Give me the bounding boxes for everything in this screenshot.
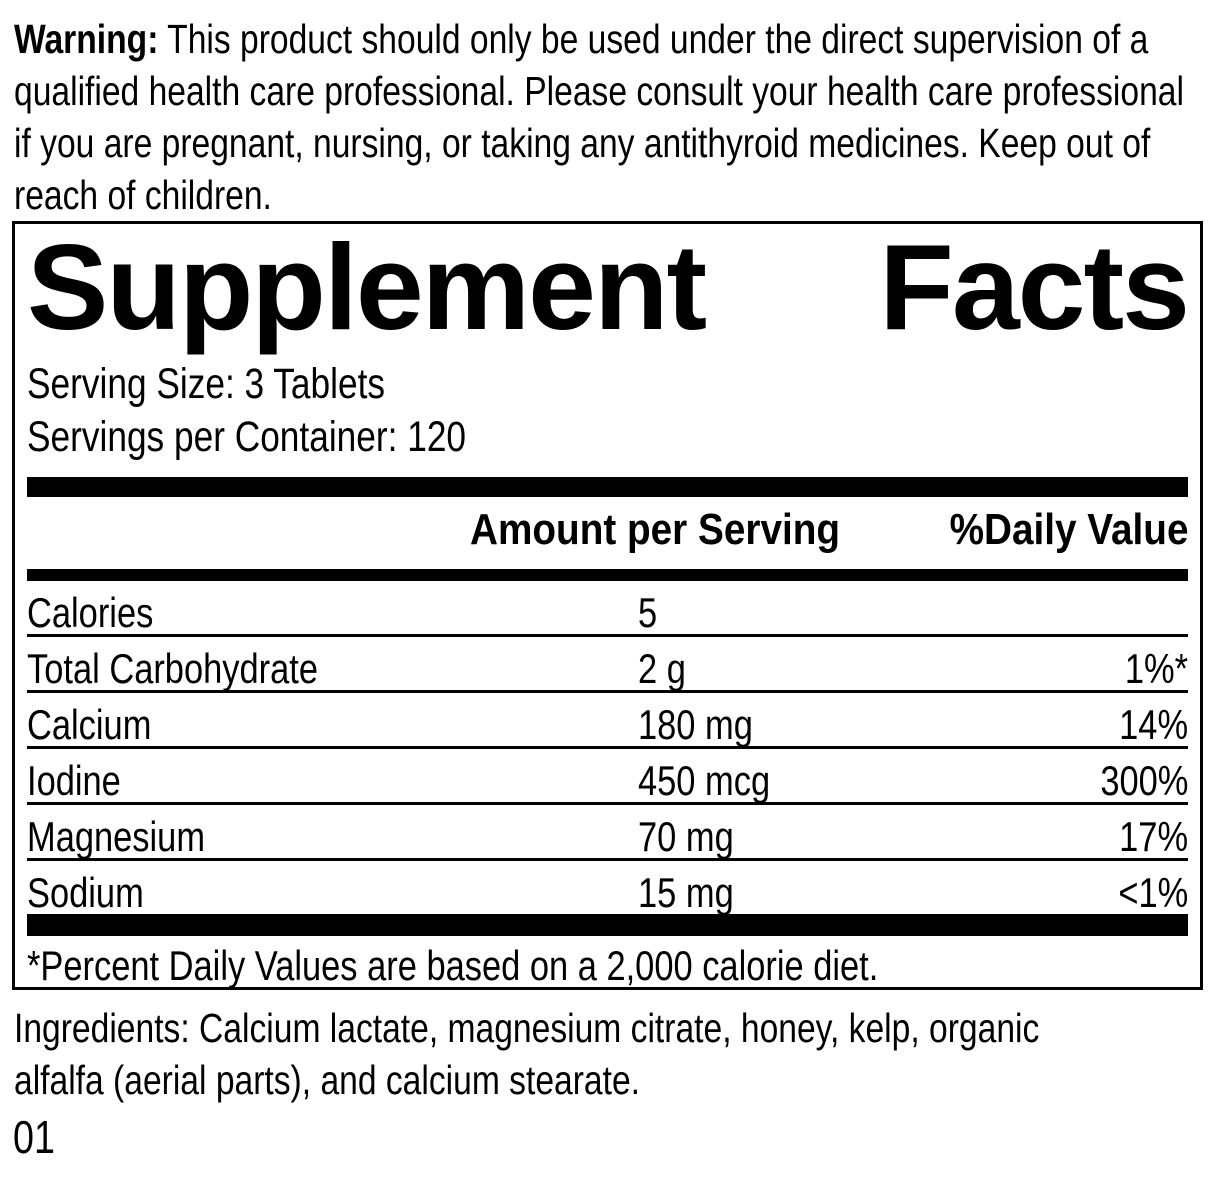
nutrient-daily-value: 14% — [1119, 701, 1188, 748]
table-row: Calcium 180 mg 14% — [27, 693, 1188, 749]
table-row: Iodine 450 mcg 300% — [27, 749, 1188, 805]
nutrient-amount: 70 mg — [638, 813, 734, 860]
supplement-facts-panel: Supplement Facts Serving Size: 3 Tablets… — [12, 221, 1203, 990]
daily-value-footnote-text: *Percent Daily Values are based on a 2,0… — [27, 942, 879, 989]
warning-text: This product should only be used under t… — [14, 16, 1184, 218]
nutrient-amount: 2 g — [638, 645, 686, 692]
nutrient-name: Calories — [27, 589, 154, 636]
nutrient-table: Calories 5 Total Carbohydrate 2 g 1%* Ca… — [27, 581, 1188, 916]
nutrient-amount: 180 mg — [638, 701, 753, 748]
table-row: Calories 5 — [27, 581, 1188, 637]
ingredients-paragraph: Ingredients: Calcium lactate, magnesium … — [14, 1005, 1040, 1103]
servings-per-container-text: Servings per Container: 120 — [27, 413, 467, 461]
daily-value-header: %Daily Value — [949, 505, 1188, 554]
serving-info: Serving Size: 3 Tablets Servings per Con… — [27, 358, 1188, 464]
servings-per-container-line: Servings per Container: 120 — [27, 411, 1188, 464]
nutrient-amount: 450 mcg — [638, 757, 771, 804]
nutrient-name: Magnesium — [27, 813, 206, 860]
panel-title: Supplement Facts — [27, 219, 1190, 355]
divider-bar-header — [27, 569, 1188, 581]
table-header-row: Amount per Serving %Daily Value — [27, 497, 1188, 569]
nutrient-name: Sodium — [27, 869, 144, 916]
warning-paragraph: Warning: This product should only be use… — [14, 0, 1200, 221]
table-row: Magnesium 70 mg 17% — [27, 805, 1188, 861]
daily-value-footnote: *Percent Daily Values are based on a 2,0… — [27, 940, 1188, 992]
panel-title-left-word: Supplement — [27, 219, 707, 355]
nutrient-amount: 5 — [638, 589, 658, 636]
panel-title-right-word: Facts — [879, 219, 1190, 355]
nutrient-name: Calcium — [27, 701, 152, 748]
nutrient-daily-value: 1%* — [1124, 645, 1188, 692]
footer-code: 01 — [13, 1111, 1214, 1163]
divider-bar-top — [27, 477, 1188, 497]
footer-code-text: 01 — [13, 1111, 55, 1163]
amount-per-serving-header: Amount per Serving — [470, 505, 841, 554]
nutrient-daily-value: 17% — [1119, 813, 1188, 860]
serving-size-text: Serving Size: 3 Tablets — [27, 360, 386, 408]
nutrient-name: Total Carbohydrate — [27, 645, 318, 692]
serving-size-line: Serving Size: 3 Tablets — [27, 358, 1188, 411]
nutrient-name: Iodine — [27, 757, 121, 804]
divider-bar-bottom — [27, 914, 1188, 936]
table-row: Total Carbohydrate 2 g 1%* — [27, 637, 1188, 693]
warning-label: Warning: — [14, 16, 159, 62]
table-row: Sodium 15 mg <1% — [27, 861, 1188, 916]
nutrient-daily-value: <1% — [1118, 869, 1188, 916]
nutrient-daily-value: 300% — [1099, 757, 1188, 804]
nutrient-amount: 15 mg — [638, 869, 734, 916]
